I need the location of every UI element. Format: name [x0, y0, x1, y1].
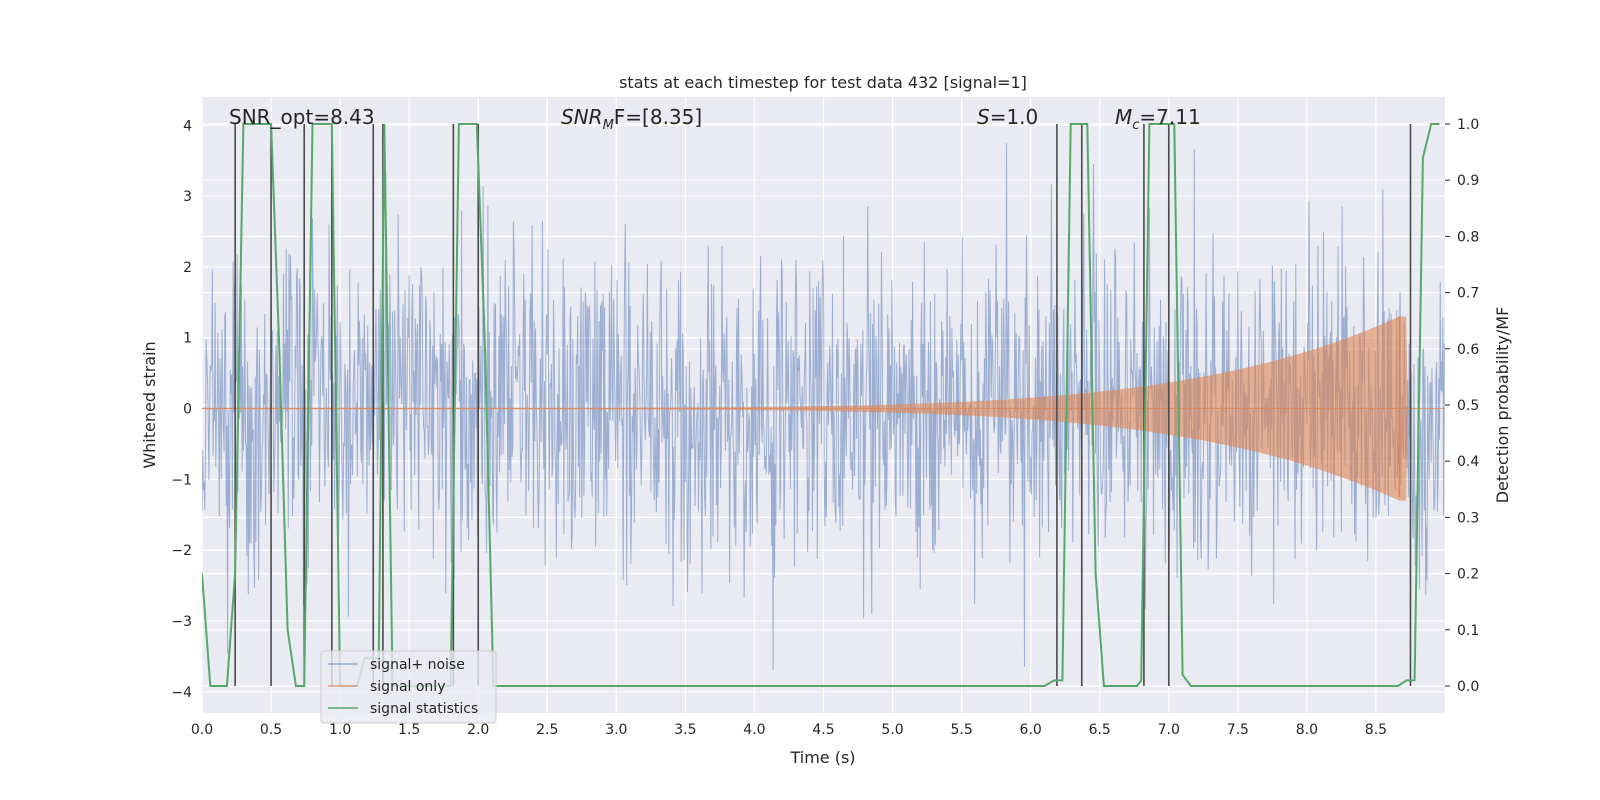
x-tick-label: 7.5: [1227, 722, 1249, 738]
series-signal-only: [202, 316, 1445, 501]
legend-label-signal: signal only: [370, 679, 445, 695]
y-tick-label: −1: [171, 472, 192, 488]
y-tick-label: 1: [183, 331, 192, 347]
y2-axis-label: Detection probability/MF: [1493, 307, 1512, 504]
x-tick-label: 7.0: [1158, 722, 1180, 738]
x-tick-label: 5.0: [881, 722, 903, 738]
legend-box: [320, 650, 497, 724]
y-tick-label: 2: [183, 260, 192, 276]
x-tick-label: 1.0: [329, 722, 351, 738]
y2-tick-label: 0.6: [1457, 342, 1479, 358]
x-tick-labels: 0.0 0.5 1.0 1.5 2.0 2.5 3.0 3.5 4.0 4.5 5.0 5.5 6.0 6…: [191, 722, 1387, 738]
x-tick-label: 6.0: [1020, 722, 1042, 738]
y-tick-label: −4: [171, 685, 192, 701]
chart-title: stats at each timestep for test data 432…: [619, 73, 1027, 92]
y2-tick-label: 0.0: [1457, 679, 1479, 695]
plot-area: [202, 123, 1445, 687]
x-tick-label: 3.0: [605, 722, 627, 738]
y2-tick-label: 0.4: [1457, 454, 1479, 470]
y-tick-labels: −4 −3 −2 −1 0 1 2 3 4: [171, 118, 192, 700]
y2-tick-label: 0.3: [1457, 510, 1479, 526]
y2-tick-label: 0.5: [1457, 398, 1479, 414]
y2-tick-label: 1.0: [1457, 117, 1479, 133]
x-tick-label: 2.5: [536, 722, 558, 738]
x-tick-label: 8.5: [1365, 722, 1387, 738]
y-axis-label: Whitened strain: [140, 341, 159, 468]
x-axis-label: Time (s): [789, 748, 855, 767]
legend-label-stats: signal statistics: [370, 701, 478, 717]
x-tick-label: 8.0: [1296, 722, 1318, 738]
annotation-s: S=1.0: [977, 105, 1038, 129]
x-tick-label: 3.5: [674, 722, 696, 738]
y2-tick-label: 0.9: [1457, 173, 1479, 189]
annotation-snr-opt: SNR_opt=8.43: [229, 105, 375, 129]
legend-label-noise: signal+ noise: [370, 657, 465, 673]
y2-tick-label: 0.2: [1457, 567, 1479, 583]
y2-tick-label: 0.7: [1457, 286, 1479, 302]
y2-tick-label: 0.8: [1457, 229, 1479, 245]
x-tick-label: 4.5: [812, 722, 834, 738]
annotation-snr-mf: SNRMF=[8.35]: [561, 105, 702, 133]
x-tick-label: 0.0: [191, 722, 213, 738]
x-tick-label: 1.5: [398, 722, 420, 738]
x-tick-label: 0.5: [260, 722, 282, 738]
x-tick-label: 4.0: [743, 722, 765, 738]
legend: signal+ noise signal only signal statist…: [320, 650, 497, 724]
y-tick-label: 3: [183, 189, 192, 205]
x-tick-label: 6.5: [1089, 722, 1111, 738]
y2-tick-labels: 0.0 0.1 0.2 0.3 0.4 0.5 0.6 0.7 0.8 0.9 1.0: [1445, 117, 1479, 695]
y2-tick-label: 0.1: [1457, 623, 1479, 639]
x-tick-label: 2.0: [467, 722, 489, 738]
y-tick-label: −3: [171, 614, 192, 630]
x-tick-label: 5.5: [950, 722, 972, 738]
y-tick-label: 4: [183, 118, 192, 134]
y-tick-label: −2: [171, 543, 192, 559]
y-tick-label: 0: [183, 402, 192, 418]
annotation-mc: Mc=7.11: [1115, 105, 1201, 133]
